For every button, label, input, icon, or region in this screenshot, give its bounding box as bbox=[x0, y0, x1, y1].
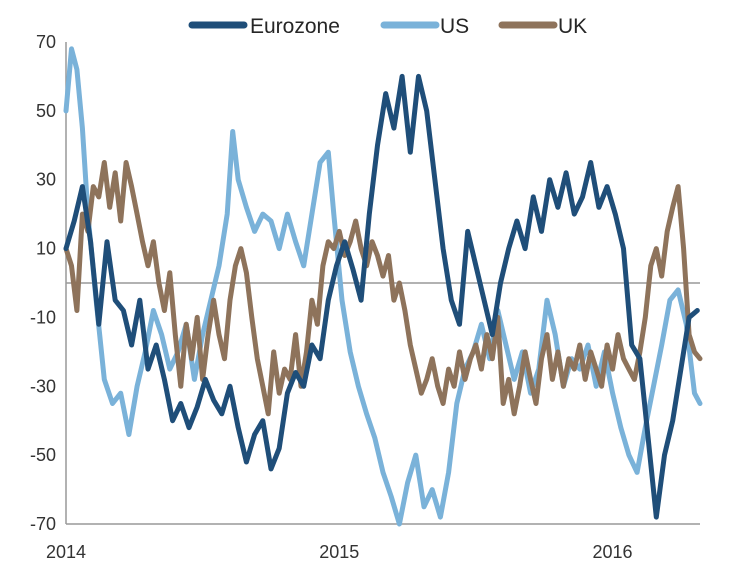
series-line-us bbox=[63, 46, 703, 527]
y-tick-label: -30 bbox=[30, 376, 56, 396]
legend-item-us: US bbox=[380, 15, 469, 38]
x-tick-labels: 2014 2015 2016 bbox=[46, 542, 633, 562]
y-tick-labels: 70 50 30 10 -10 -30 -50 -70 bbox=[30, 32, 56, 534]
y-tick-label: -70 bbox=[30, 514, 56, 534]
series-line-eurozone bbox=[63, 73, 700, 520]
y-tick-label: -10 bbox=[30, 307, 56, 327]
y-tick-label: -50 bbox=[30, 445, 56, 465]
series-group bbox=[63, 46, 703, 527]
y-tick-label: 30 bbox=[36, 170, 56, 190]
y-tick-label: 50 bbox=[36, 101, 56, 121]
legend-label-us: US bbox=[440, 15, 469, 38]
y-tick-label: 10 bbox=[36, 239, 56, 259]
y-tick-label: 70 bbox=[36, 32, 56, 52]
x-tick-label: 2015 bbox=[319, 542, 359, 562]
legend-item-eurozone: Eurozone bbox=[188, 15, 340, 38]
legend-item-uk: UK bbox=[498, 15, 587, 38]
series-line-uk bbox=[63, 160, 703, 417]
legend-label-uk: UK bbox=[558, 15, 587, 38]
x-tick-label: 2014 bbox=[46, 542, 86, 562]
legend-label-eurozone: Eurozone bbox=[250, 15, 340, 38]
x-tick-label: 2016 bbox=[593, 542, 633, 562]
legend: Eurozone US UK bbox=[188, 15, 587, 38]
